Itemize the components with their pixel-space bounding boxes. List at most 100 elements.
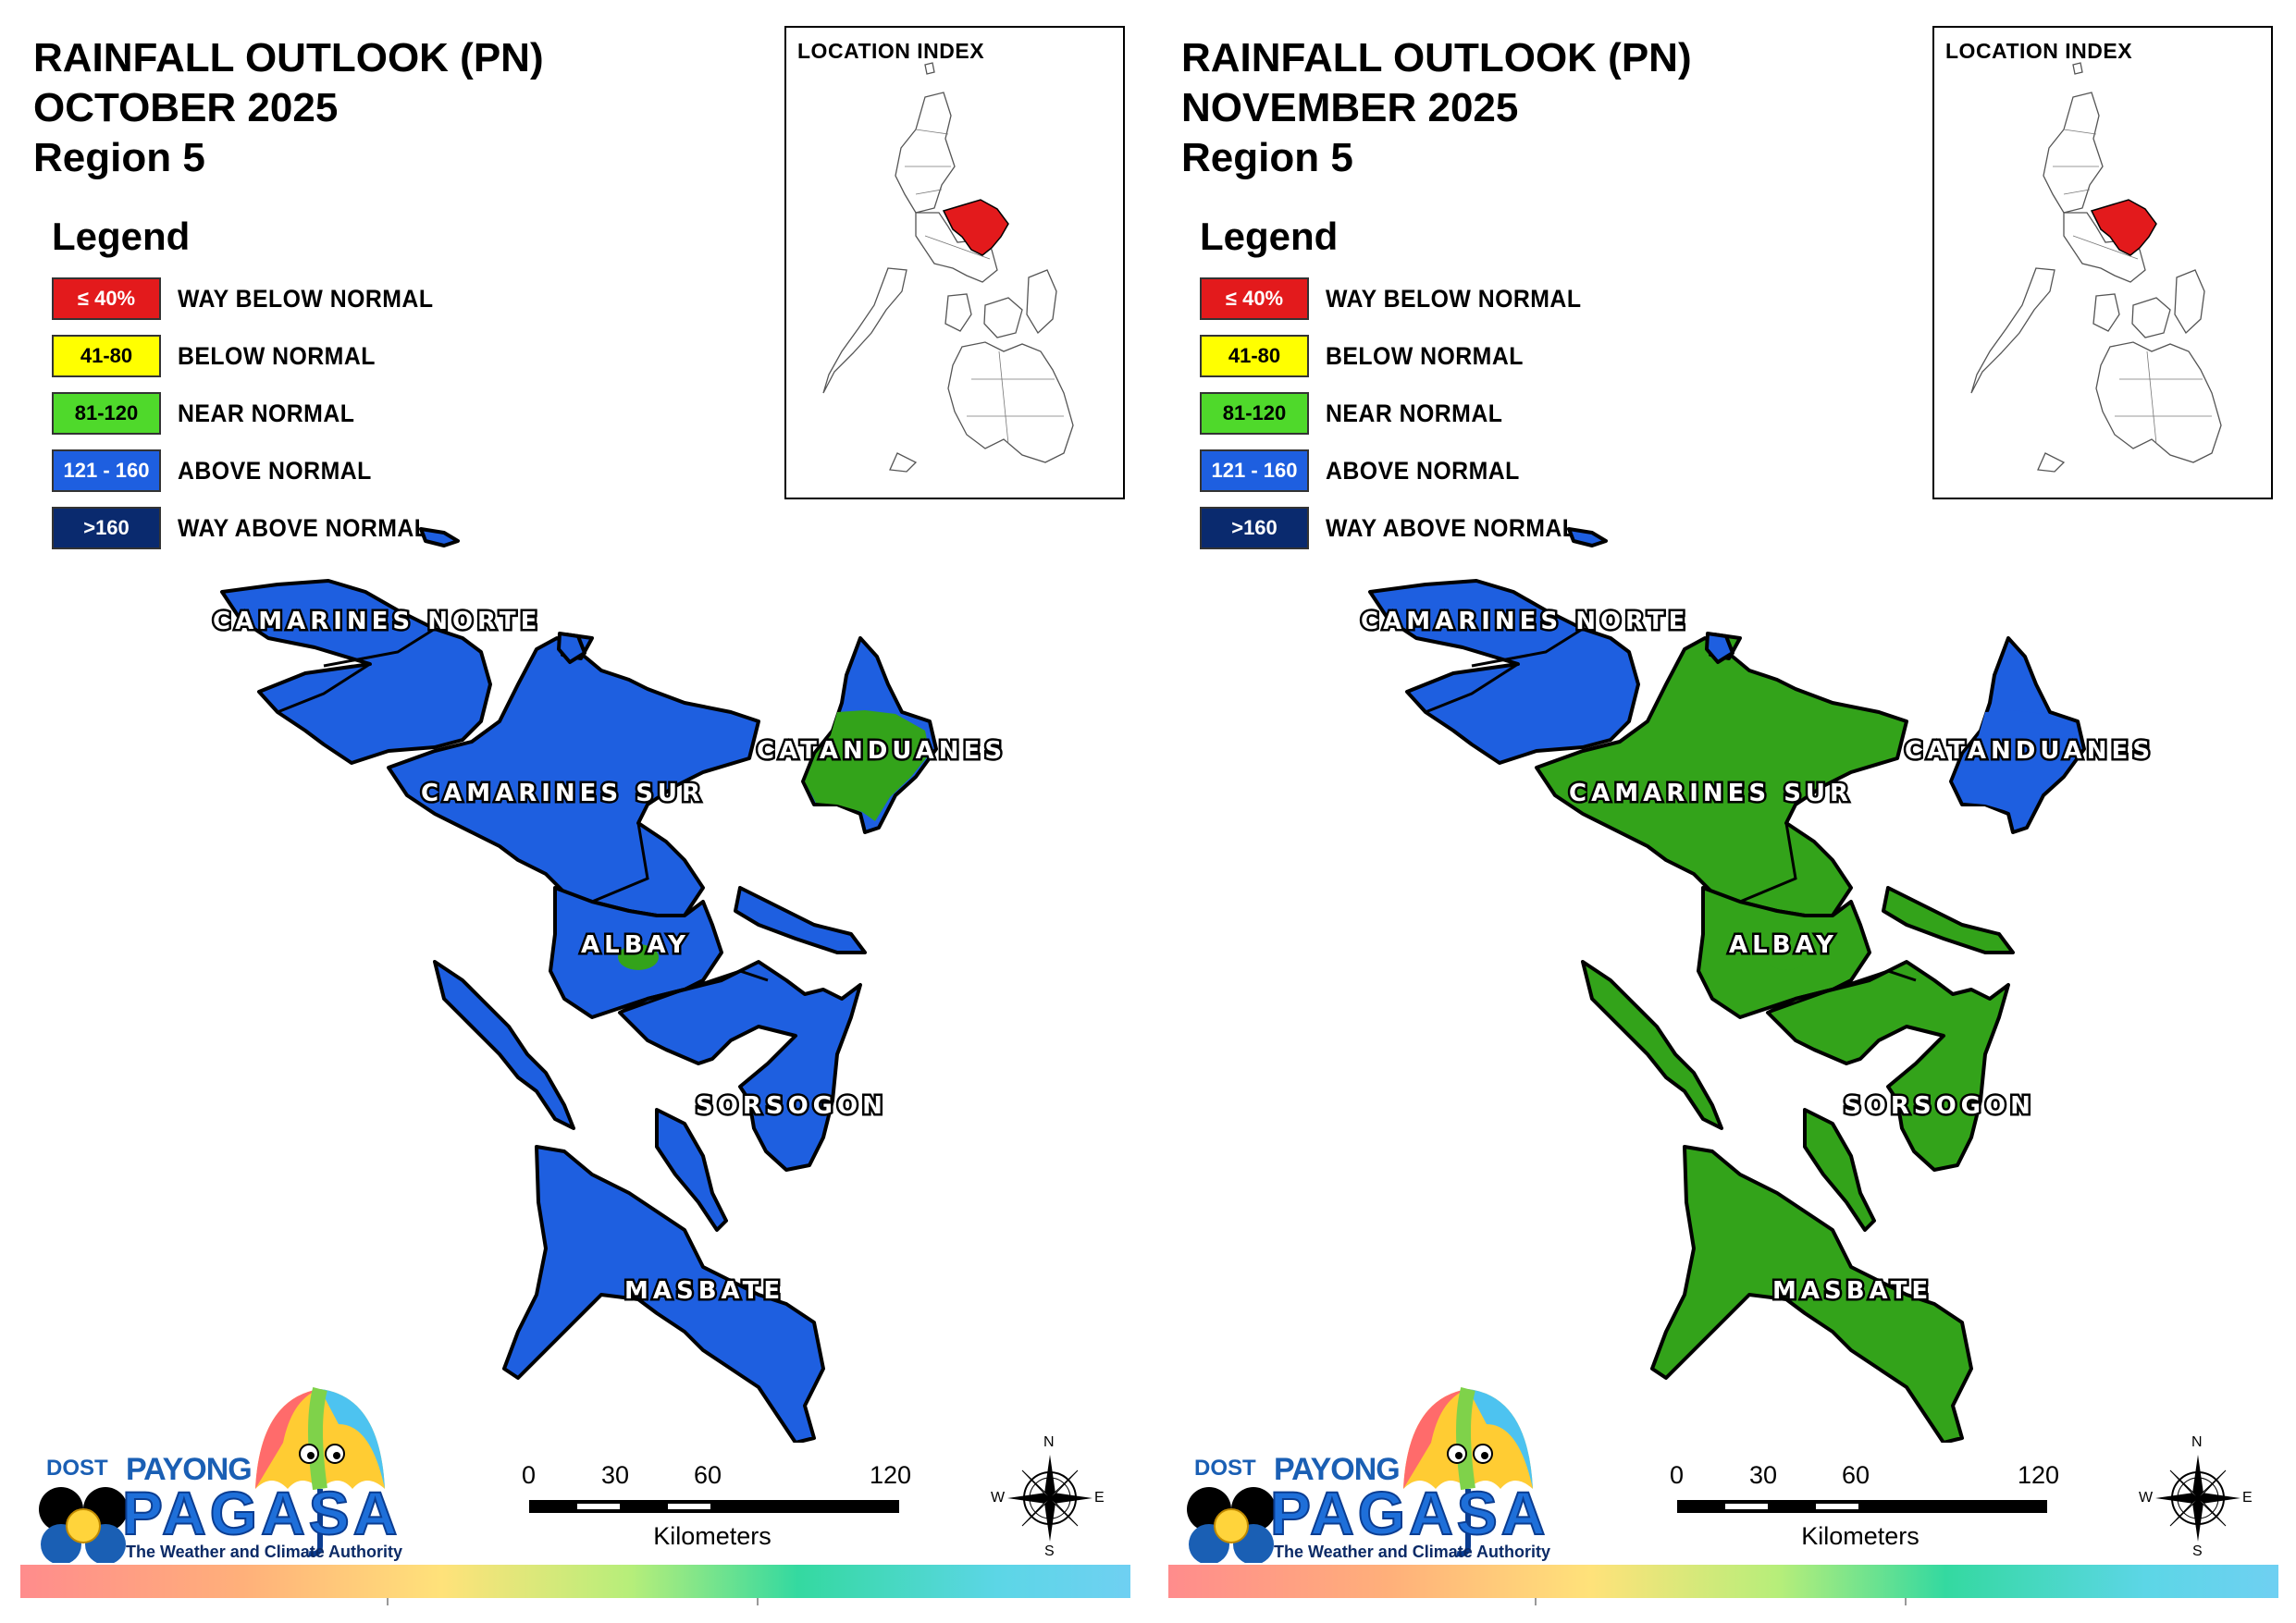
compass-rose-icon [2155, 1455, 2240, 1542]
legend-label: WAY BELOW NORMAL [178, 285, 434, 313]
compass-w: W [2139, 1490, 2154, 1506]
logo-payong: PAYONG [126, 1452, 253, 1487]
location-index-label: LOCATION INDEX [797, 39, 985, 63]
catanduanes-interior [805, 710, 930, 821]
footer-tick [1535, 1598, 1537, 1605]
title-line-2: OCTOBER 2025 [33, 85, 339, 130]
logo-dost: DOST [1194, 1456, 1256, 1481]
label-sorsogon: SORSOGON [696, 1092, 887, 1120]
bicol-region-highlight [2090, 199, 2157, 256]
provincial-boundary [1425, 662, 1519, 714]
legend-label: NEAR NORMAL [1326, 400, 1503, 427]
label-camarines-norte: CAMARINES NORTE [1361, 608, 1689, 635]
scale-units: Kilometers [1801, 1522, 1920, 1550]
footer-tick [1905, 1598, 1907, 1605]
title-line-3: Region 5 [1181, 135, 1353, 180]
province-masbate [1650, 1145, 1973, 1443]
compass-e: E [2242, 1490, 2253, 1506]
map-title: RAINFALL OUTLOOK (PN) NOVEMBER 2025 Regi… [1181, 33, 1692, 183]
compass-rose-icon [1007, 1455, 1092, 1542]
label-sorsogon: SORSOGON [1844, 1092, 2035, 1120]
label-camarines-sur: CAMARINES SUR [421, 780, 705, 807]
compass-s: S [1044, 1543, 1055, 1559]
region-5-map: CAMARINES NORTE CAMARINES SUR CATANDUANE… [1359, 527, 2154, 1443]
title-line-1: RAINFALL OUTLOOK (PN) [1181, 35, 1692, 80]
province-masbate-ticao [1803, 1108, 1876, 1232]
panel-october: RAINFALL OUTLOOK (PN) OCTOBER 2025 Regio… [20, 26, 1130, 1605]
scale-units: Kilometers [653, 1522, 772, 1550]
provincial-boundary [554, 822, 649, 904]
footer-tick [387, 1598, 389, 1605]
provincial-boundary [619, 969, 769, 1014]
legend-swatch: 81-120 [52, 392, 161, 435]
albay-near-normal-spot [618, 944, 659, 970]
provincial-boundary [1767, 969, 1917, 1014]
umbrella-icon [39, 1387, 385, 1563]
legend-label: ABOVE NORMAL [1326, 457, 1520, 485]
umbrella-icon [1187, 1387, 1533, 1563]
island-fragment [557, 632, 586, 664]
province-masbate-ticao [655, 1108, 728, 1232]
scale-tick-label: 0 [1670, 1461, 1685, 1489]
logo-pagasa: PAGASA [121, 1478, 401, 1548]
legend-title: Legend [52, 215, 191, 258]
legend-swatch: ≤ 40% [1200, 277, 1309, 320]
scale-bar-graphic [1677, 1500, 2047, 1513]
scale-tick-label: 120 [870, 1461, 912, 1489]
island-fragment [1567, 527, 1608, 547]
label-masbate: MASBATE [1772, 1277, 1932, 1305]
province-masbate-burias [433, 960, 575, 1130]
region-5-map: CAMARINES NORTE CAMARINES SUR CATANDUANE… [211, 527, 1005, 1443]
title-line-1: RAINFALL OUTLOOK (PN) [33, 35, 544, 80]
provincial-boundary [277, 662, 371, 714]
location-index-inset: LOCATION INDEX [784, 26, 1125, 499]
logo-tagline: The Weather and Climate Authority [126, 1543, 403, 1561]
provincial-boundary [388, 719, 500, 769]
island-fragment [734, 886, 867, 954]
scale-bar-graphic [529, 1500, 899, 1513]
island-fragment [1882, 886, 2015, 954]
compass-s: S [2192, 1543, 2203, 1559]
logo-dost: DOST [46, 1456, 108, 1481]
logo-tagline: The Weather and Climate Authority [1274, 1543, 1551, 1561]
province-camarines-sur [1535, 636, 1908, 917]
label-albay: ALBAY [581, 931, 690, 959]
location-index-label: LOCATION INDEX [1945, 39, 2133, 63]
scale-tick-label: 0 [522, 1461, 537, 1489]
albay-near-normal-spot [1766, 944, 1807, 970]
legend-swatch: 121 - 160 [52, 449, 161, 492]
legend-label: BELOW NORMAL [1326, 342, 1524, 370]
legend-swatch: 41-80 [52, 335, 161, 377]
logo-payong: PAYONG [1274, 1452, 1401, 1487]
scale-tick-label: 60 [694, 1461, 722, 1489]
panel-november: RAINFALL OUTLOOK (PN) NOVEMBER 2025 Regi… [1148, 0, 2296, 1623]
scale-bar: 0 30 60 120 Kilometers [518, 1461, 925, 1563]
province-masbate [502, 1145, 825, 1443]
province-masbate-burias [1581, 960, 1723, 1130]
label-catanduanes: CATANDUANES [1905, 737, 2154, 765]
title-line-2: NOVEMBER 2025 [1181, 85, 1519, 130]
label-camarines-norte: CAMARINES NORTE [213, 608, 541, 635]
scale-tick-label: 30 [1749, 1461, 1778, 1489]
legend-label: WAY BELOW NORMAL [1326, 285, 1582, 313]
provincial-boundary [1702, 822, 1797, 904]
legend-swatch: >160 [1200, 507, 1309, 549]
province-sorsogon [618, 960, 862, 1172]
footer-tick [757, 1598, 759, 1605]
legend-swatch: 121 - 160 [1200, 449, 1309, 492]
legend-label: ABOVE NORMAL [178, 457, 372, 485]
footer-gradient-bar [1168, 1565, 2278, 1605]
legend-label: BELOW NORMAL [178, 342, 376, 370]
province-camarines-sur [387, 636, 760, 917]
scale-bar: 0 30 60 120 Kilometers [1666, 1461, 2073, 1563]
legend-label: WAY ABOVE NORMAL [178, 514, 429, 542]
provincial-boundary [1471, 627, 1584, 668]
compass-n: N [1043, 1434, 1055, 1450]
province-sorsogon [1766, 960, 2010, 1172]
scale-tick-label: 60 [1842, 1461, 1870, 1489]
compass-w: W [991, 1490, 1006, 1506]
legend-swatch: 41-80 [1200, 335, 1309, 377]
title-line-3: Region 5 [33, 135, 205, 180]
label-albay: ALBAY [1729, 931, 1838, 959]
payong-pagasa-logo: DOST PAYONG PAGASA The Weather and Clima… [33, 1387, 403, 1563]
